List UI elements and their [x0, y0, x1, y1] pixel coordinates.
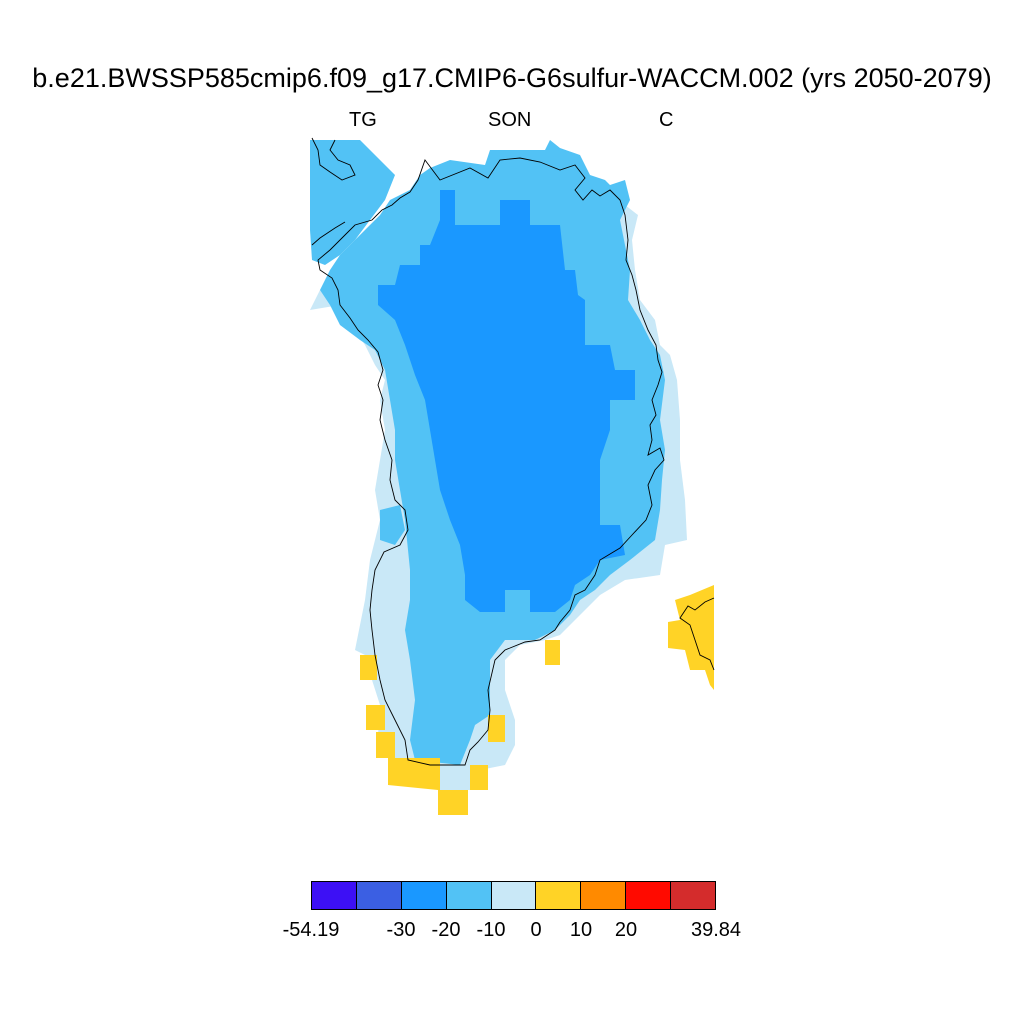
yellow-cell-w3 [376, 732, 395, 758]
colorbar-swatch [671, 882, 716, 909]
colorbar-swatch [312, 882, 357, 909]
yellow-cell-se1 [488, 715, 505, 742]
colorbar-swatch [626, 882, 672, 909]
greenland-coastline [317, 157, 665, 766]
medium-blue-northwest [310, 140, 395, 265]
region-dark-blue [378, 190, 635, 612]
figure-title: b.e21.BWSSP585cmip6.f09_g17.CMIP6-G6sulf… [32, 63, 992, 93]
ellesmere-coastline [311, 137, 356, 246]
medium-blue-west-notch [380, 505, 405, 545]
colorbar-tick-label: 20 [614, 919, 638, 941]
units-label: C [659, 109, 674, 131]
colorbar-swatch [581, 882, 627, 909]
colorbar-tick-label: -20 [431, 919, 461, 941]
yellow-cell-w1 [360, 655, 377, 680]
yellow-cell-w2 [366, 705, 385, 730]
yellow-cell-s2 [470, 765, 488, 790]
region-yellow [360, 585, 714, 815]
yellow-cell-iceland [668, 585, 714, 690]
iceland-coastline [679, 597, 715, 671]
colorbar-tick-label: -54.19 [282, 919, 340, 941]
colorbar [311, 881, 716, 910]
variable-label: TG [349, 109, 377, 131]
colorbar-tick-label: -10 [476, 919, 506, 941]
colorbar-swatch [356, 882, 402, 909]
dark-blue-core [378, 190, 635, 612]
colorbar-tick-label: 39.84 [690, 919, 742, 941]
colorbar-tick-label: -30 [386, 919, 416, 941]
colorbar-tick-label: 0 [530, 919, 542, 941]
colorbar-swatch [446, 882, 492, 909]
yellow-cell-se2 [545, 640, 560, 665]
colorbar-swatch [536, 882, 582, 909]
coastline [311, 137, 715, 766]
colorbar-swatch [401, 882, 447, 909]
yellow-cell-south [388, 758, 468, 815]
colorbar-tick-label: 10 [569, 919, 593, 941]
season-label: SON [488, 109, 532, 131]
colorbar-swatch [491, 882, 537, 909]
